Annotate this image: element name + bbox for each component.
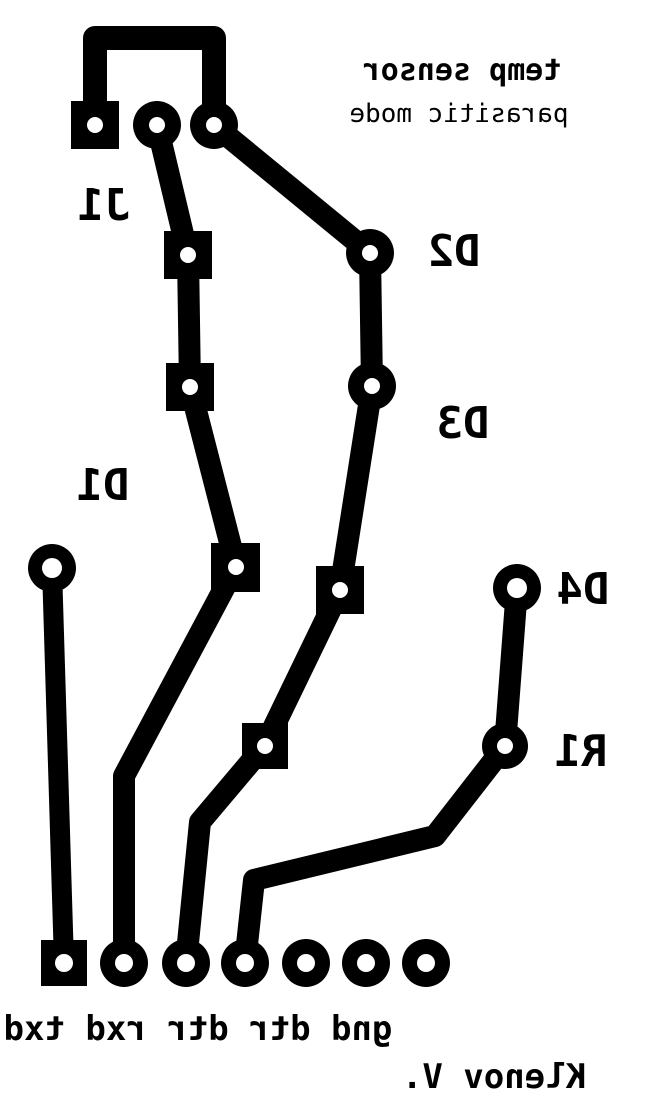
header-pin — [402, 939, 450, 987]
square-pad — [316, 566, 364, 614]
d3-pad — [348, 362, 396, 410]
header-pin-labels: gnd dtr dtr rxd txd — [4, 1009, 393, 1049]
trace-d1-to-gnd — [42, 558, 74, 973]
trace-pad-to-rxd-via — [254, 579, 351, 756]
d4-pad — [493, 564, 541, 612]
header-pin — [282, 939, 330, 987]
trace-via-to-rxd — [175, 734, 276, 974]
header-pin-gnd — [41, 940, 87, 986]
trace-r1-to-txd — [234, 735, 516, 974]
d2-pad — [346, 229, 394, 277]
d1-pad — [28, 544, 76, 592]
square-pad — [164, 231, 212, 279]
j1-pad-2 — [133, 101, 181, 149]
title-line-2: parasitic mode — [349, 99, 568, 129]
label-d1: D1 — [77, 460, 130, 511]
trace-d4-to-r1 — [494, 577, 528, 757]
label-d4: D4 — [557, 564, 610, 615]
square-pad — [166, 363, 214, 411]
label-d2: D2 — [428, 226, 481, 277]
header-pin — [100, 939, 148, 987]
square-pad — [242, 723, 288, 769]
label-d3: D3 — [437, 398, 490, 449]
label-j1: J1 — [78, 180, 131, 231]
trace-lower-pad-to-dtr — [113, 555, 247, 974]
header-pin — [221, 939, 269, 987]
trace-j1-to-d2 — [203, 114, 381, 264]
label-r1: R1 — [555, 726, 608, 777]
j1-pad-3 — [190, 101, 238, 149]
square-pad — [211, 543, 260, 592]
j1-pad-1 — [71, 101, 119, 149]
silkscreen: temp sensor parasitic mode J1 D2 D3 D1 D… — [4, 53, 610, 1097]
trace-j1-loop — [83, 26, 226, 137]
author-label: Klenov V. — [402, 1057, 586, 1097]
r1-pad — [482, 723, 528, 769]
header-pin — [342, 939, 390, 987]
copper-traces — [42, 26, 528, 974]
component-pads — [28, 101, 541, 987]
trace-d3-to-pad — [329, 375, 383, 601]
trace-middle-to-lower-pad — [179, 376, 247, 577]
header-pin — [162, 939, 210, 987]
title-line-1: temp sensor — [363, 53, 562, 88]
